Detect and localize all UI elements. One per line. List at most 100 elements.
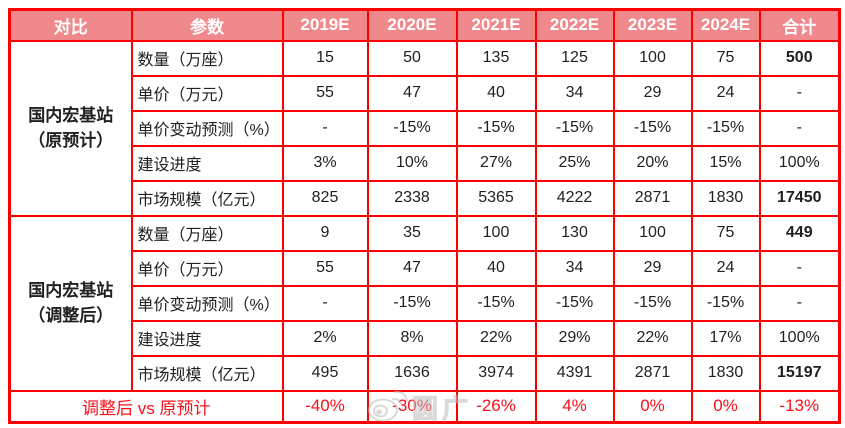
param-cell: 建设进度	[130, 319, 284, 357]
total-cell: -	[758, 109, 841, 147]
value-cell: 75	[690, 39, 761, 77]
table-row: 单价（万元） 55 47 40 34 29 24-	[10, 249, 841, 287]
value-cell: 4391	[534, 354, 615, 392]
total-cell: 100%	[758, 144, 841, 182]
total-cell: -	[758, 249, 841, 287]
group-label-line1: 国内宏基站	[28, 106, 114, 125]
value-cell: 2338	[366, 179, 458, 217]
footer-value-cell: -30%	[366, 389, 458, 424]
table-row: 单价（万元） 55 47 40 34 29 24-	[10, 74, 841, 112]
header-cell: 2019E	[281, 8, 369, 42]
param-cell: 数量（万座）	[130, 214, 284, 252]
value-cell: 20%	[612, 144, 693, 182]
value-cell: 3%	[281, 144, 369, 182]
header-cell: 2020E	[366, 8, 458, 42]
value-cell: 75	[690, 214, 761, 252]
table-header: 对比 参数 2019E 2020E 2021E 2022E 2023E 2024E 合计	[8, 8, 841, 42]
table-footer: 调整后 vs 原预计 -40% -30% -26% 4% 0% 0% -13%	[8, 389, 841, 424]
value-cell: 1636	[366, 354, 458, 392]
value-cell: 10%	[366, 144, 458, 182]
value-cell: -15%	[690, 109, 761, 147]
value-cell: 100	[612, 39, 693, 77]
value-cell: -15%	[455, 284, 537, 322]
value-cell: 25%	[534, 144, 615, 182]
value-cell: 2%	[281, 319, 369, 357]
value-cell: 15	[281, 39, 369, 77]
total-cell: 500	[758, 39, 841, 77]
param-cell: 数量（万座）	[130, 39, 284, 77]
value-cell: 130	[534, 214, 615, 252]
table-row: 国内宏基站 （原预计） 数量（万座） 15 50 135 125 100 75 500	[8, 39, 841, 217]
header-cell: 2022E	[534, 8, 615, 42]
value-cell: 495	[281, 354, 369, 392]
value-cell: 27%	[455, 144, 537, 182]
value-cell: 40	[455, 74, 537, 112]
table-row: 单价变动预测（%） - -15% -15% -15% -15% -15% -	[10, 284, 841, 322]
table-row: 市场规模（亿元） 495 1636 3974 4391 2871 1830 15197	[10, 354, 841, 392]
header-cell: 对比	[8, 8, 133, 42]
footer-value-cell: -26%	[455, 389, 537, 424]
value-cell: -15%	[612, 284, 693, 322]
param-cell: 建设进度	[130, 144, 284, 182]
group-label-line2: （原预计）	[28, 131, 114, 150]
value-cell: 29	[612, 74, 693, 112]
value-cell: -15%	[455, 109, 537, 147]
value-cell: -15%	[690, 284, 761, 322]
value-cell: 35	[366, 214, 458, 252]
header-cell: 参数	[130, 8, 284, 42]
total-cell: 15197	[758, 354, 841, 392]
value-cell: 29%	[534, 319, 615, 357]
group-label-cell: 国内宏基站 （原预计）	[8, 39, 133, 217]
table-body: 国内宏基站 （原预计） 数量（万座） 15 50 135 125 100 75 500 单价（万元）…	[8, 39, 841, 392]
value-cell: 55	[281, 74, 369, 112]
footer-value-cell: 4%	[534, 389, 615, 424]
value-cell: 3974	[455, 354, 537, 392]
table-row: 国内宏基站 （调整后） 数量（万座） 9 35 100 130 100 75 449	[8, 214, 841, 392]
footer-value-cell: -40%	[281, 389, 369, 424]
header-cell: 2021E	[455, 8, 537, 42]
value-cell: -15%	[534, 109, 615, 147]
header-cell: 2024E	[690, 8, 761, 42]
total-cell: -	[758, 74, 841, 112]
footer-label-cell: 调整后 vs 原预计	[8, 389, 284, 424]
header-cell: 2023E	[612, 8, 693, 42]
value-cell: 15%	[690, 144, 761, 182]
value-cell: 34	[534, 74, 615, 112]
value-cell: 9	[281, 214, 369, 252]
value-cell: 5365	[455, 179, 537, 217]
value-cell: -15%	[612, 109, 693, 147]
footer-value-cell: 0%	[612, 389, 693, 424]
group-label-line2: （调整后）	[28, 306, 114, 325]
table-row: 建设进度 2% 8% 22% 29% 22% 17% 100%	[10, 319, 841, 357]
value-cell: 8%	[366, 319, 458, 357]
table-row: 单价变动预测（%） - -15% -15% -15% -15% -15% -	[10, 109, 841, 147]
total-cell: -	[758, 284, 841, 322]
value-cell: 47	[366, 249, 458, 287]
header-row: 对比 参数 2019E 2020E 2021E 2022E 2023E 2024E 合计	[8, 8, 841, 42]
value-cell: 135	[455, 39, 537, 77]
param-cell: 单价变动预测（%）	[130, 284, 284, 322]
value-cell: 47	[366, 74, 458, 112]
footer-value-cell: 0%	[690, 389, 761, 424]
value-cell: 1830	[690, 179, 761, 217]
param-cell: 市场规模（亿元）	[130, 179, 284, 217]
param-cell: 单价（万元）	[130, 249, 284, 287]
total-cell: 100%	[758, 319, 841, 357]
value-cell: 22%	[612, 319, 693, 357]
value-cell: 50	[366, 39, 458, 77]
footer-row: 调整后 vs 原预计 -40% -30% -26% 4% 0% 0% -13%	[8, 389, 841, 424]
footer-value-cell: -13%	[758, 389, 841, 424]
value-cell: 125	[534, 39, 615, 77]
value-cell: 100	[612, 214, 693, 252]
value-cell: 17%	[690, 319, 761, 357]
value-cell: 55	[281, 249, 369, 287]
table-row: 建设进度 3% 10% 27% 25% 20% 15% 100%	[10, 144, 841, 182]
header-cell: 合计	[758, 8, 841, 42]
value-cell: 2871	[612, 179, 693, 217]
value-cell: 24	[690, 74, 761, 112]
value-cell: 29	[612, 249, 693, 287]
value-cell: 4222	[534, 179, 615, 217]
total-cell: 449	[758, 214, 841, 252]
total-cell: 17450	[758, 179, 841, 217]
value-cell: 24	[690, 249, 761, 287]
